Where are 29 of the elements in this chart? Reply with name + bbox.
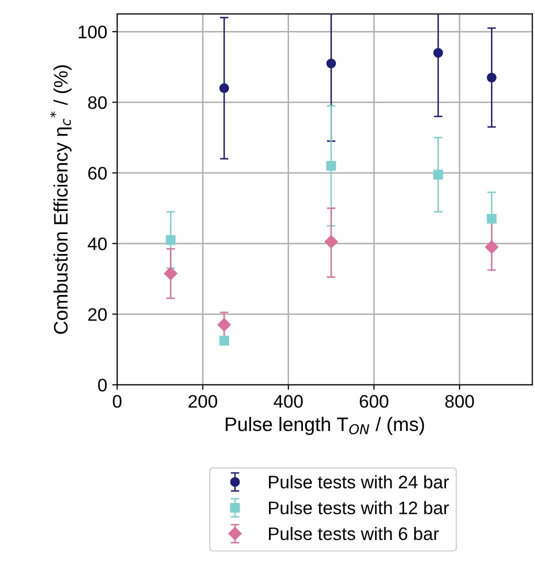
- point: [166, 235, 176, 245]
- point: [486, 214, 497, 224]
- y-tick-label: 100: [78, 26, 107, 38]
- y-tick-label: 40: [88, 237, 107, 250]
- point: [324, 235, 338, 248]
- point: [433, 170, 444, 180]
- x-tick-label: 400: [274, 394, 303, 408]
- legend-label: Pulse tests with 12 bar: [268, 501, 449, 514]
- point: [486, 72, 497, 82]
- point: [219, 336, 230, 346]
- x-tick-label: 0: [112, 394, 122, 408]
- y-tick-label: 20: [88, 308, 107, 321]
- legend-label: Pulse tests with 24 bar: [268, 475, 449, 488]
- legend-label: Pulse tests with 6 bar: [268, 526, 439, 540]
- point: [326, 160, 336, 171]
- point: [219, 83, 230, 94]
- x-axis-title: Pulse length T$_{ON}$ / (ms): [226, 416, 424, 436]
- y-axis-title: Combustion Efficiency η$_{c}$$^{*}$ / (%): [50, 65, 72, 334]
- x-tick-label: 200: [188, 394, 218, 408]
- point: [433, 48, 444, 58]
- y-tick-label: 0: [98, 378, 107, 392]
- point: [485, 240, 498, 254]
- point: [218, 318, 231, 332]
- x-tick-label: 800: [445, 394, 474, 408]
- x-tick-label: 600: [360, 394, 388, 408]
- y-tick-label: 60: [88, 166, 107, 180]
- point: [326, 58, 336, 68]
- point: [164, 266, 178, 280]
- y-tick-label: 80: [88, 96, 107, 109]
